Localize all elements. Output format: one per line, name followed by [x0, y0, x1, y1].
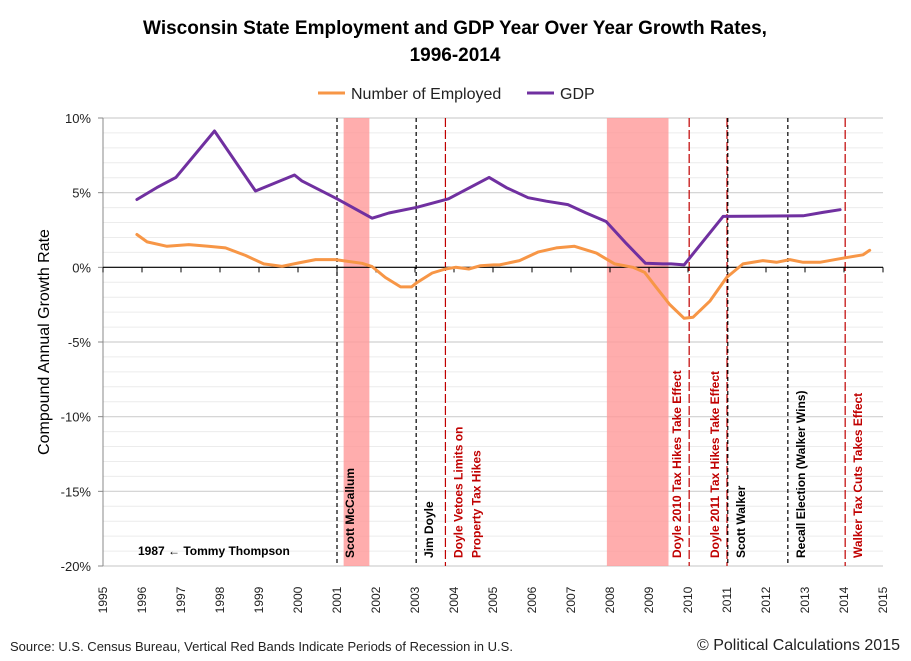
event-label: Property Tax Hikes	[469, 450, 483, 558]
y-tick-label: -15%	[61, 484, 92, 499]
x-tick-label: 2007	[564, 586, 578, 613]
x-tick-label: 1998	[213, 586, 227, 613]
x-tick-label: 2008	[603, 586, 617, 613]
x-tick-label: 2001	[330, 586, 344, 613]
x-tick-label: 2009	[642, 586, 656, 613]
event-label: Jim Doyle	[422, 501, 436, 558]
x-tick-label: 2015	[876, 586, 890, 613]
event-label: Scott Walker	[734, 485, 748, 558]
x-tick-label: 1999	[252, 586, 266, 613]
event-label: Walker Tax Cuts Takes Effect	[851, 393, 865, 558]
y-tick-label: 5%	[72, 186, 91, 201]
series	[135, 129, 872, 320]
chart-title-line-1: Wisconsin State Employment and GDP Year …	[143, 18, 767, 39]
x-tick-label: 2000	[291, 586, 305, 613]
event-label: Doyle Vetoes Limits on	[451, 427, 465, 558]
legend-label: Number of Employed	[351, 86, 501, 103]
axes: 10% 5% 0% -5% -10% -15% -20% 1995 1996 1997 1998 19…	[61, 111, 890, 613]
event-label: Recall Election (Walker Wins)	[794, 391, 808, 559]
tommy-thompson-annotation: 1987 ← Tommy Thompson	[138, 544, 290, 558]
x-tick-label: 2013	[798, 586, 812, 613]
x-tick-label: 2006	[525, 586, 539, 613]
event-label: Doyle 2010 Tax Hikes Take Effect	[670, 370, 684, 558]
chart-title-line-2: 1996-2014	[410, 45, 501, 66]
x-tick-label: 2010	[681, 586, 695, 613]
series-line-gdp	[135, 129, 842, 267]
series-line-number-of-employed	[135, 233, 872, 320]
y-tick-label: 0%	[72, 260, 91, 275]
x-tick-label: 1997	[174, 586, 188, 613]
event-label: Scott McCallum	[343, 468, 357, 558]
y-axis-label: Compound Annual Growth Rate	[36, 229, 53, 455]
y-tick-label: -10%	[61, 410, 92, 425]
copyright: © Political Calculations 2015	[697, 637, 900, 654]
event-label: Doyle 2011 Tax Hikes Take Effect	[708, 371, 722, 558]
x-tick-label: 1996	[135, 586, 149, 613]
x-tick-label: 2012	[759, 586, 773, 613]
x-tick-label: 2005	[486, 586, 500, 613]
x-tick-label: 2014	[837, 586, 851, 613]
y-tick-label: -5%	[68, 335, 92, 350]
source-note: Source: U.S. Census Bureau, Vertical Red…	[10, 639, 513, 654]
legend-label: GDP	[560, 86, 595, 103]
event-lines: Scott McCallum Jim Doyle Doyle Vetoes Limi…	[336, 118, 865, 566]
recession-band	[343, 118, 370, 566]
legend: Number of Employed GDP	[318, 86, 595, 103]
y-tick-label: -20%	[61, 559, 92, 574]
recession-band	[606, 118, 669, 566]
x-tick-label: 2011	[720, 587, 734, 613]
x-tick-label: 2004	[447, 586, 461, 613]
y-tick-label: 10%	[65, 111, 91, 126]
x-tick-label: 2003	[408, 586, 422, 613]
grid	[103, 117, 883, 567]
x-tick-label: 2002	[369, 586, 383, 613]
recession-bands	[343, 118, 669, 566]
x-tick-label: 1995	[96, 586, 110, 613]
